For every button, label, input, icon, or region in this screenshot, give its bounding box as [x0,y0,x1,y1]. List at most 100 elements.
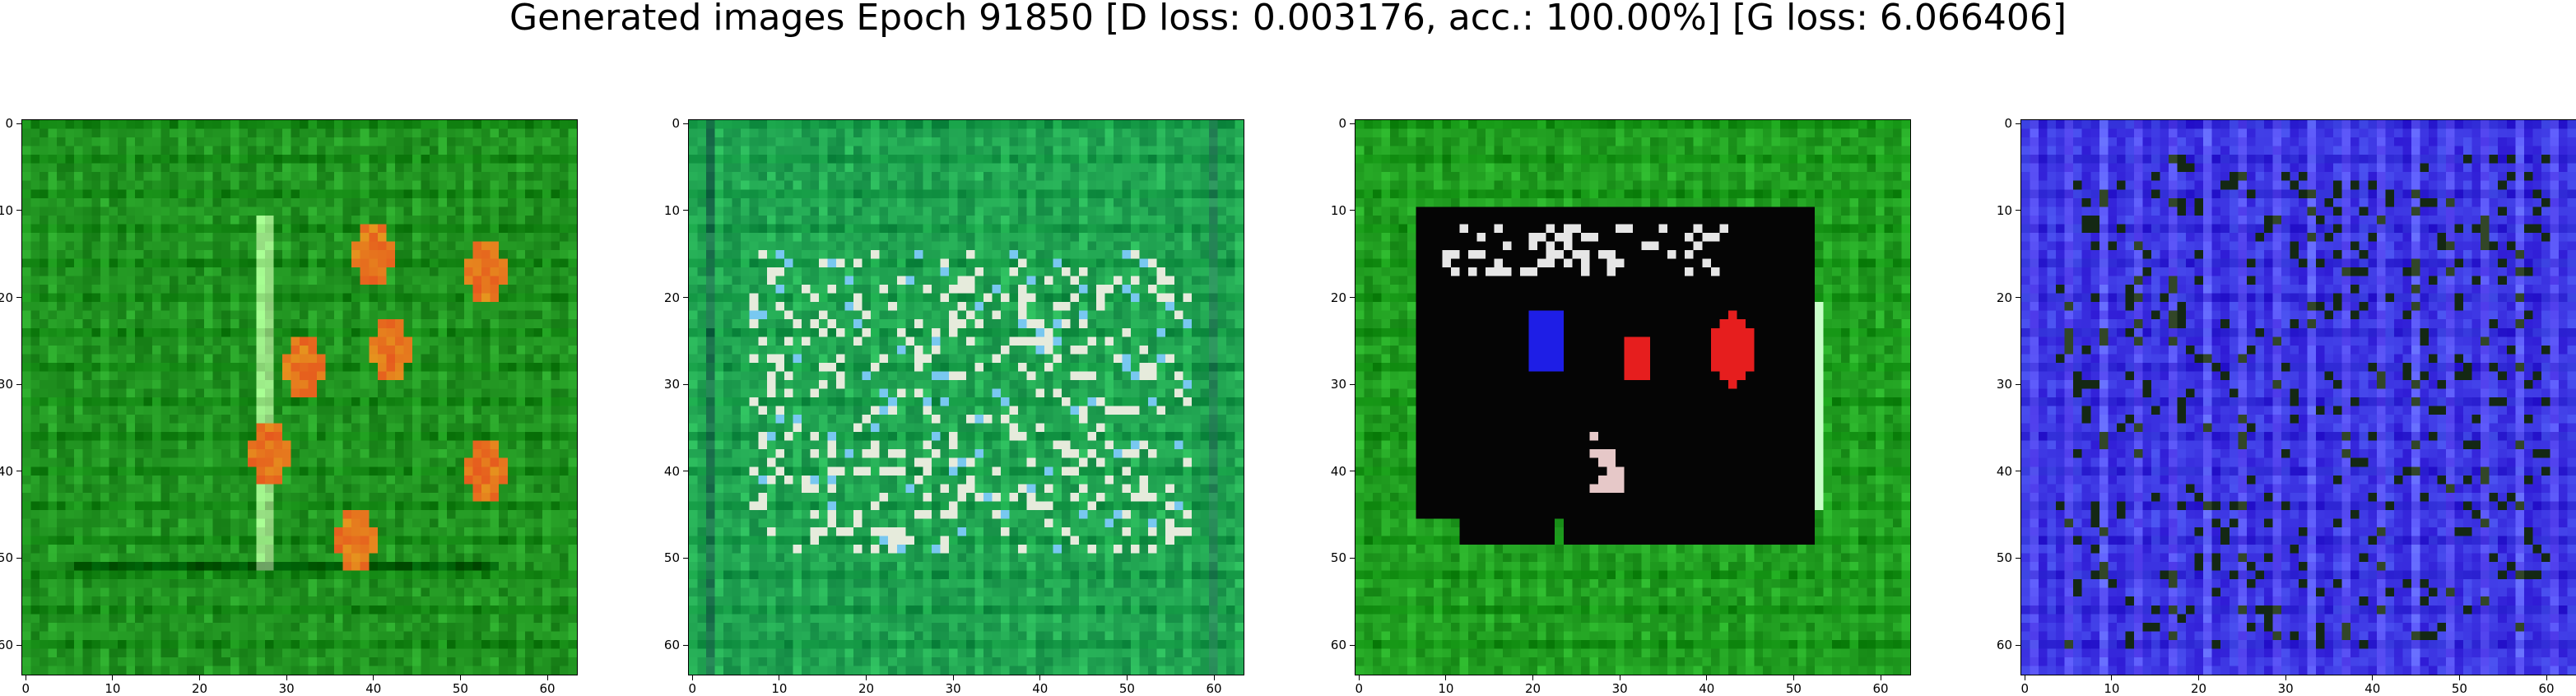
x-tick-label: 10 [2104,681,2120,696]
x-tick-label: 20 [858,681,875,696]
x-tick-mark [2458,675,2460,680]
y-tick-mark [1350,644,1355,646]
y-tick-mark [16,644,21,646]
generated-image-panel-4: 0 10 20 30 40 50 60 0 10 20 30 40 50 60 [1997,118,2576,695]
y-tick-label: 40 [663,463,680,479]
y-tick-mark [683,644,688,646]
y-tick-label: 40 [1996,463,2012,479]
x-tick-mark [1532,675,1534,680]
x-tick-label: 0 [21,681,30,696]
x-tick-mark [2198,675,2200,680]
x-tick-label: 20 [2190,681,2207,696]
x-tick-mark [112,675,114,680]
y-tick-label: 30 [0,377,13,392]
x-tick-label: 10 [105,681,121,696]
generated-image-1 [21,119,578,675]
x-tick-label: 60 [1872,681,1889,696]
y-tick-label: 20 [0,290,13,305]
y-tick-mark [683,383,688,385]
x-tick-mark [952,675,954,680]
y-tick-label: 50 [1330,550,1346,566]
x-tick-label: 30 [1611,681,1628,696]
y-tick-label: 30 [663,377,680,392]
y-tick-mark [16,123,21,124]
x-tick-label: 0 [688,681,697,696]
y-tick-label: 30 [1996,377,2012,392]
x-tick-label: 40 [1032,681,1049,696]
x-tick-mark [1706,675,1708,680]
x-tick-label: 10 [1438,681,1454,696]
x-tick-label: 30 [278,681,295,696]
y-tick-mark [16,383,21,385]
y-tick-label: 50 [663,550,680,566]
y-tick-mark [683,297,688,299]
generated-image-4 [2020,119,2576,675]
y-tick-mark [2016,383,2020,385]
y-tick-mark [683,557,688,559]
y-tick-mark [1350,557,1355,559]
x-tick-mark [2372,675,2374,680]
y-tick-label: 0 [672,116,680,132]
y-tick-mark [1350,210,1355,211]
x-tick-mark [1126,675,1128,680]
y-tick-label: 20 [1330,290,1346,305]
x-tick-mark [866,675,867,680]
x-tick-label: 20 [191,681,208,696]
x-tick-mark [1793,675,1794,680]
x-tick-label: 20 [1524,681,1541,696]
generated-image-2 [688,119,1244,675]
y-tick-label: 0 [2004,116,2012,132]
x-tick-label: 60 [539,681,556,696]
y-tick-mark [2016,644,2020,646]
x-tick-label: 30 [945,681,961,696]
y-tick-label: 10 [663,202,680,218]
y-tick-mark [2016,210,2020,211]
generated-image-panel-2: 0 10 20 30 40 50 60 0 10 20 30 40 50 60 [664,118,1244,695]
x-tick-mark [459,675,461,680]
x-tick-label: 30 [2277,681,2294,696]
x-tick-label: 40 [365,681,382,696]
y-tick-label: 10 [0,202,13,218]
x-tick-mark [2546,675,2547,680]
x-tick-mark [286,675,287,680]
y-tick-label: 10 [1996,202,2012,218]
figure-title: Generated images Epoch 91850 [D loss: 0.… [509,0,2067,39]
x-tick-mark [1213,675,1215,680]
generated-image-3 [1355,119,1911,675]
generated-image-panel-3: 0 10 20 30 40 50 60 0 10 20 30 40 50 60 [1331,118,1911,695]
generated-image-panel-1: 0 10 20 30 40 50 60 0 10 20 30 40 50 60 [0,118,578,695]
y-tick-mark [16,210,21,211]
y-tick-label: 40 [1330,463,1346,479]
y-tick-label: 0 [1338,116,1346,132]
x-tick-label: 50 [2451,681,2467,696]
x-tick-mark [199,675,201,680]
y-tick-mark [683,123,688,124]
y-tick-mark [683,210,688,211]
y-tick-label: 60 [0,638,13,653]
x-tick-label: 50 [452,681,468,696]
y-tick-mark [2016,297,2020,299]
y-tick-mark [2016,123,2020,124]
x-tick-mark [1358,675,1360,680]
x-tick-label: 40 [2364,681,2381,696]
y-tick-mark [16,557,21,559]
y-tick-label: 60 [663,638,680,653]
x-tick-label: 10 [771,681,788,696]
x-tick-mark [373,675,374,680]
x-tick-label: 60 [2538,681,2555,696]
y-tick-label: 50 [1996,550,2012,566]
y-tick-mark [1350,383,1355,385]
x-tick-mark [546,675,548,680]
y-tick-label: 10 [1330,202,1346,218]
y-tick-label: 20 [663,290,680,305]
x-tick-mark [691,675,693,680]
y-tick-mark [1350,297,1355,299]
x-tick-label: 0 [2020,681,2030,696]
y-tick-mark [16,297,21,299]
x-tick-mark [1039,675,1041,680]
x-tick-label: 60 [1206,681,1222,696]
y-tick-label: 20 [1996,290,2012,305]
y-tick-label: 30 [1330,377,1346,392]
x-tick-mark [2111,675,2113,680]
y-tick-mark [1350,123,1355,124]
